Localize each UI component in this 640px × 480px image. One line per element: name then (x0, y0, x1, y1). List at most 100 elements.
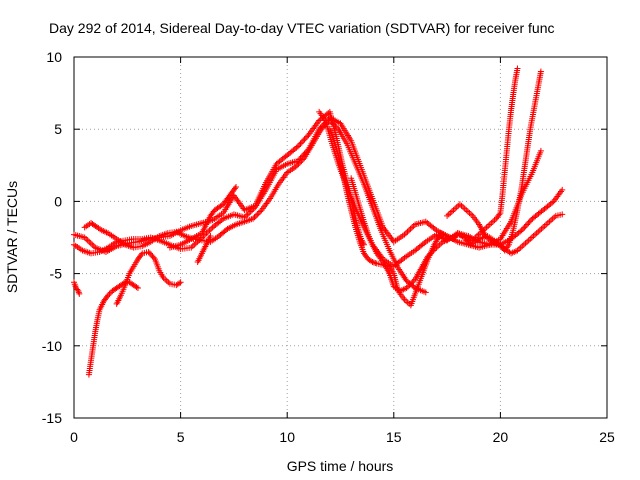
data-point-marker (535, 228, 542, 235)
y-tick-label: 0 (54, 193, 62, 209)
data-point-marker (406, 227, 413, 234)
data-point-marker (422, 289, 429, 296)
data-point-marker (524, 238, 531, 245)
data-point-marker (402, 230, 409, 237)
data-point-marker (250, 215, 257, 222)
data-point-marker (543, 221, 550, 228)
x-axis-label: GPS time / hours (287, 458, 394, 474)
data-point-marker (491, 217, 498, 224)
data-point-marker (75, 287, 82, 294)
data-point-marker (162, 276, 169, 283)
data-point-marker (544, 220, 551, 227)
y-tick-label: 5 (54, 121, 62, 137)
series-track-j (444, 201, 566, 257)
x-tick-label: 0 (70, 429, 78, 445)
data-point-marker (233, 183, 240, 190)
data-point-marker (76, 290, 83, 297)
chart-title: Day 292 of 2014, Sidereal Day-to-day VTE… (49, 20, 555, 36)
data-point-marker (522, 240, 529, 247)
data-point-marker (526, 218, 533, 225)
data-point-marker (456, 201, 463, 208)
data-point-marker (297, 140, 304, 147)
data-point-marker (468, 211, 475, 218)
data-point-marker (559, 186, 566, 193)
data-point-marker (255, 209, 262, 216)
data-point-marker (90, 221, 97, 228)
data-point-marker (528, 217, 535, 224)
data-point-marker (145, 248, 152, 255)
data-point-marker (106, 290, 113, 297)
x-tick-label: 20 (493, 429, 509, 445)
data-point-marker (429, 248, 436, 255)
data-point-marker (546, 218, 553, 225)
axis-ticks (73, 56, 608, 419)
data-point-marker (134, 285, 141, 292)
tick-labels: 0 5 10 15 20 25 -15 -10 -5 0 5 10 (42, 49, 615, 445)
data-point-marker (177, 279, 184, 286)
data-point-marker (537, 147, 544, 154)
series-track-k (166, 183, 240, 251)
data-point-marker (407, 280, 414, 287)
data-point-marker (424, 253, 431, 260)
data-point-marker (360, 240, 367, 247)
data-point-marker (295, 160, 302, 167)
data-point-marker (488, 220, 495, 227)
data-point-marker (517, 244, 524, 251)
data-point-marker (559, 211, 566, 218)
data-point-marker (328, 118, 335, 125)
y-tick-label: -5 (50, 266, 63, 282)
data-point-marker (296, 159, 303, 166)
data-point-marker (319, 124, 326, 131)
data-point-marker (460, 204, 467, 211)
data-point-marker (138, 251, 145, 258)
data-point-marker (541, 222, 548, 229)
data-point-marker (540, 224, 547, 231)
data-point-marker (426, 251, 433, 258)
data-point-marker (447, 209, 454, 216)
y-axis-label: SDTVAR / TECUs (4, 181, 20, 293)
data-point-marker (496, 211, 503, 218)
data-point-marker (296, 142, 303, 149)
data-point-marker (318, 126, 325, 133)
data-point-marker (466, 209, 473, 216)
x-tick-label: 25 (599, 429, 615, 445)
data-point-marker (133, 284, 140, 291)
data-point-marker (514, 65, 521, 72)
data-point-marker (294, 162, 301, 169)
grid (74, 57, 607, 418)
data-point-marker (84, 237, 91, 244)
data-point-marker (407, 225, 414, 232)
data-point-marker (452, 205, 459, 212)
series-track-d (85, 279, 141, 378)
data-point-marker (231, 185, 238, 192)
series-track-h (348, 65, 521, 294)
data-point-marker (246, 209, 253, 216)
data-point-marker (223, 227, 230, 234)
data-point-marker (504, 243, 511, 250)
data-point-marker (444, 212, 451, 219)
data-point-marker (403, 285, 410, 292)
data-point-marker (538, 225, 545, 232)
data-point-marker (300, 137, 307, 144)
y-tick-label: -10 (42, 338, 62, 354)
data-point-marker (89, 241, 96, 248)
data-point-marker (525, 237, 532, 244)
data-point-marker (149, 253, 156, 260)
data-point-marker (522, 222, 529, 229)
data-point-marker (299, 156, 306, 163)
data-point-marker (518, 227, 525, 234)
data-point-marker (257, 208, 264, 215)
data-point-marker (254, 211, 261, 218)
data-point-marker (427, 250, 434, 257)
data-point-marker (163, 277, 170, 284)
y-tick-label: 10 (46, 49, 62, 65)
data-point-marker (368, 258, 375, 265)
x-tick-label: 5 (177, 429, 185, 445)
data-point-marker (298, 157, 305, 164)
data-point-marker (533, 230, 540, 237)
data-point-marker (525, 220, 532, 227)
data-point-marker (252, 212, 259, 219)
data-point-marker (191, 241, 198, 248)
data-point-marker (549, 215, 556, 222)
data-point-marker (359, 238, 366, 245)
